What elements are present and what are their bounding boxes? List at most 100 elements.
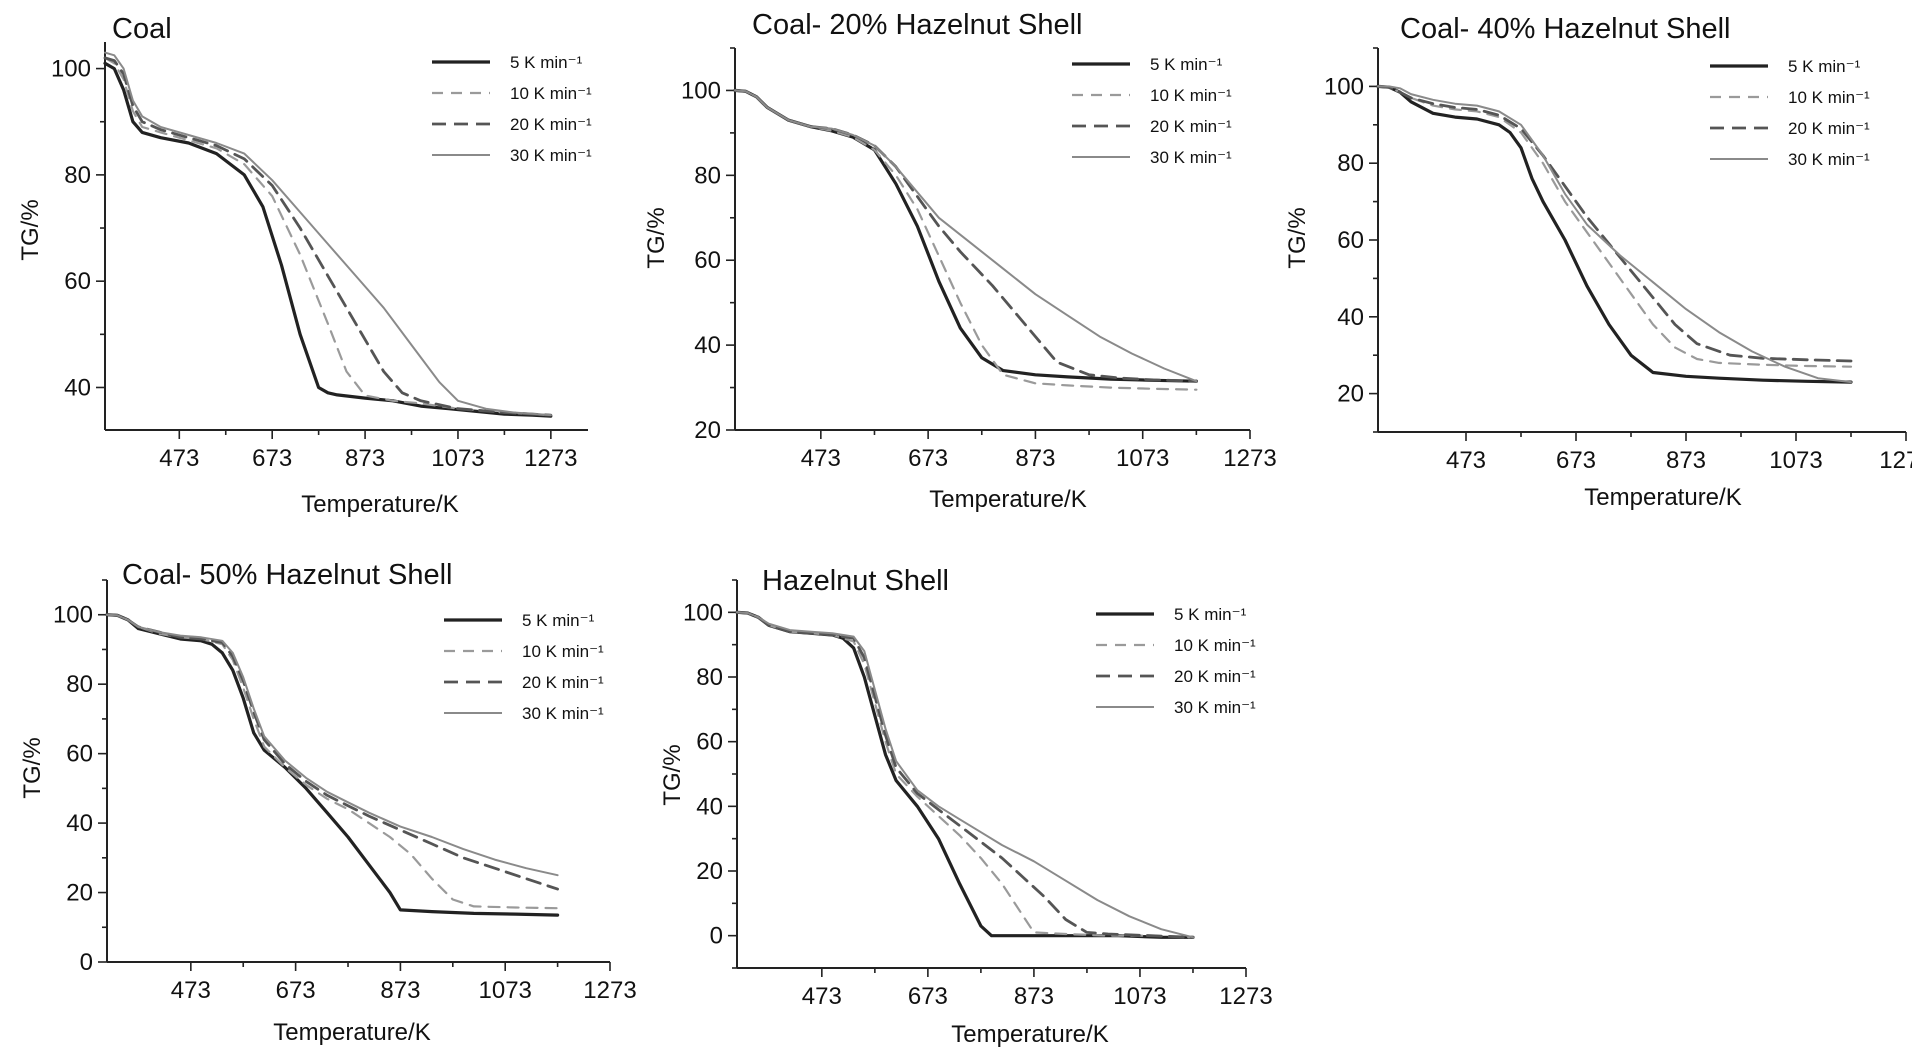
series-line-3 — [1376, 85, 1853, 363]
series-line-1 — [735, 610, 1195, 939]
chart-panel-1: 473 673 873 1073 1273 40 60 80 100 Coal Temperatur… — [17, 13, 592, 518]
series-line-2 — [1376, 85, 1853, 368]
x-axis-title: Temperature/K — [301, 491, 458, 518]
chart-panel-4: 473 673 873 1073 1273 0 20 40 60 80 100 Coal- 50% H… — [19, 559, 637, 1046]
x-tick-label: 1273 — [1223, 445, 1276, 472]
x-tick-label: 673 — [908, 983, 948, 1010]
y-tick-label: 20 — [696, 858, 723, 885]
x-tick-label: 473 — [1446, 447, 1486, 474]
y-tick-label: 20 — [694, 417, 721, 444]
y-tick-label: 0 — [80, 949, 93, 976]
legend-label-1: 5 K min⁻¹ — [510, 53, 583, 72]
legend-label-3: 20 K min⁻¹ — [1788, 119, 1870, 138]
x-tick-label: 873 — [1666, 447, 1706, 474]
y-tick-label: 80 — [696, 664, 723, 691]
y-tick-label: 40 — [66, 810, 93, 837]
series-line-3 — [733, 89, 1198, 383]
legend-label-4: 30 K min⁻¹ — [522, 704, 604, 723]
chart-panel-3: 473 673 873 1073 1273 20 40 60 80 100 Coal- 40% Ha… — [1284, 13, 1912, 511]
y-tick-label: 60 — [64, 268, 91, 295]
chart-title: Coal- 20% Hazelnut Shell — [752, 9, 1082, 41]
x-tick-label: 673 — [908, 445, 948, 472]
chart-panel-5: 473 673 873 1073 1273 0 20 40 60 80 100 Hazelnut Sh… — [659, 565, 1273, 1048]
x-tick-label: 1073 — [1769, 447, 1822, 474]
x-tick-label: 1073 — [431, 445, 484, 472]
x-tick-label: 673 — [252, 445, 292, 472]
series-line-1 — [105, 613, 560, 917]
x-tick-label: 673 — [276, 977, 316, 1004]
x-tick-label: 873 — [1015, 445, 1055, 472]
y-axis-title: TG/% — [1284, 207, 1311, 268]
series-line-2 — [735, 611, 1195, 939]
x-tick-label: 473 — [802, 983, 842, 1010]
legend-label-2: 10 K min⁻¹ — [1788, 88, 1870, 107]
y-axis-title: TG/% — [659, 744, 686, 805]
y-tick-label: 60 — [696, 729, 723, 756]
series-line-1 — [733, 88, 1199, 383]
series-line-3 — [735, 610, 1195, 939]
series-line-2 — [105, 613, 559, 910]
series-line-4 — [104, 51, 552, 417]
x-tick-label: 1073 — [1116, 445, 1169, 472]
x-tick-label: 1273 — [1879, 447, 1912, 474]
legend-label-1: 5 K min⁻¹ — [1174, 605, 1247, 624]
legend-label-2: 10 K min⁻¹ — [522, 642, 604, 661]
x-tick-label: 873 — [380, 977, 420, 1004]
legend-label-2: 10 K min⁻¹ — [510, 84, 592, 103]
legend-label-3: 20 K min⁻¹ — [1150, 117, 1232, 136]
y-tick-label: 60 — [1337, 227, 1364, 254]
x-tick-label: 673 — [1556, 447, 1596, 474]
chart-title: Coal- 40% Hazelnut Shell — [1400, 13, 1730, 45]
y-tick-label: 80 — [64, 162, 91, 189]
y-tick-label: 0 — [710, 923, 723, 950]
y-tick-label: 100 — [51, 56, 91, 83]
x-axis-title: Temperature/K — [951, 1021, 1108, 1048]
legend-label-4: 30 K min⁻¹ — [1788, 150, 1870, 169]
y-tick-label: 60 — [694, 247, 721, 274]
y-tick-label: 80 — [694, 162, 721, 189]
legend-label-4: 30 K min⁻¹ — [1174, 698, 1256, 717]
series-line-4 — [1377, 85, 1852, 384]
x-tick-label: 473 — [171, 977, 211, 1004]
legend-label-1: 5 K min⁻¹ — [1150, 55, 1223, 74]
legend-label-2: 10 K min⁻¹ — [1150, 86, 1232, 105]
series-line-4 — [106, 613, 559, 877]
legend-label-1: 5 K min⁻¹ — [522, 611, 595, 630]
x-axis-title: Temperature/K — [273, 1019, 430, 1046]
legend-label-3: 20 K min⁻¹ — [522, 673, 604, 692]
y-tick-label: 40 — [694, 332, 721, 359]
legend-label-1: 5 K min⁻¹ — [1788, 57, 1861, 76]
y-tick-label: 40 — [64, 374, 91, 401]
series-line-3 — [103, 56, 553, 417]
y-axis-title: TG/% — [643, 207, 670, 268]
x-tick-label: 1273 — [583, 977, 636, 1004]
chart-panel-2: 473 673 873 1073 1273 20 40 60 80 100 Coal- 20% Ha… — [643, 9, 1277, 513]
y-axis-title: TG/% — [19, 737, 46, 798]
legend-label-3: 20 K min⁻¹ — [510, 115, 592, 134]
x-axis-title: Temperature/K — [929, 486, 1086, 513]
y-tick-label: 100 — [53, 602, 93, 629]
y-tick-label: 80 — [1337, 150, 1364, 177]
y-tick-label: 40 — [1337, 304, 1364, 331]
y-axis-title: TG/% — [17, 199, 44, 260]
series-line-4 — [734, 89, 1198, 383]
x-tick-label: 1073 — [479, 977, 532, 1004]
y-tick-label: 100 — [1324, 73, 1364, 100]
x-tick-label: 473 — [801, 445, 841, 472]
y-tick-label: 80 — [66, 671, 93, 698]
series-line-1 — [1376, 84, 1853, 384]
x-tick-label: 1073 — [1113, 983, 1166, 1010]
chart-title: Hazelnut Shell — [762, 565, 949, 597]
x-axis-title: Temperature/K — [1584, 484, 1741, 511]
series-line-1 — [103, 61, 553, 418]
y-tick-label: 100 — [683, 599, 723, 626]
x-tick-label: 473 — [159, 445, 199, 472]
x-tick-label: 873 — [345, 445, 385, 472]
y-tick-label: 20 — [66, 880, 93, 907]
chart-title: Coal — [112, 13, 172, 45]
y-tick-label: 40 — [696, 793, 723, 820]
y-tick-label: 100 — [681, 77, 721, 104]
legend-label-2: 10 K min⁻¹ — [1174, 636, 1256, 655]
series-line-3 — [105, 613, 559, 891]
